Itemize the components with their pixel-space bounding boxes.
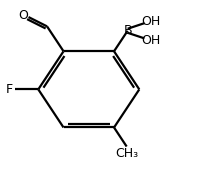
Text: OH: OH: [142, 15, 161, 28]
Text: OH: OH: [142, 34, 161, 47]
Text: CH₃: CH₃: [115, 147, 138, 160]
Text: B: B: [123, 24, 132, 37]
Text: O: O: [18, 9, 28, 22]
Text: F: F: [6, 83, 13, 96]
